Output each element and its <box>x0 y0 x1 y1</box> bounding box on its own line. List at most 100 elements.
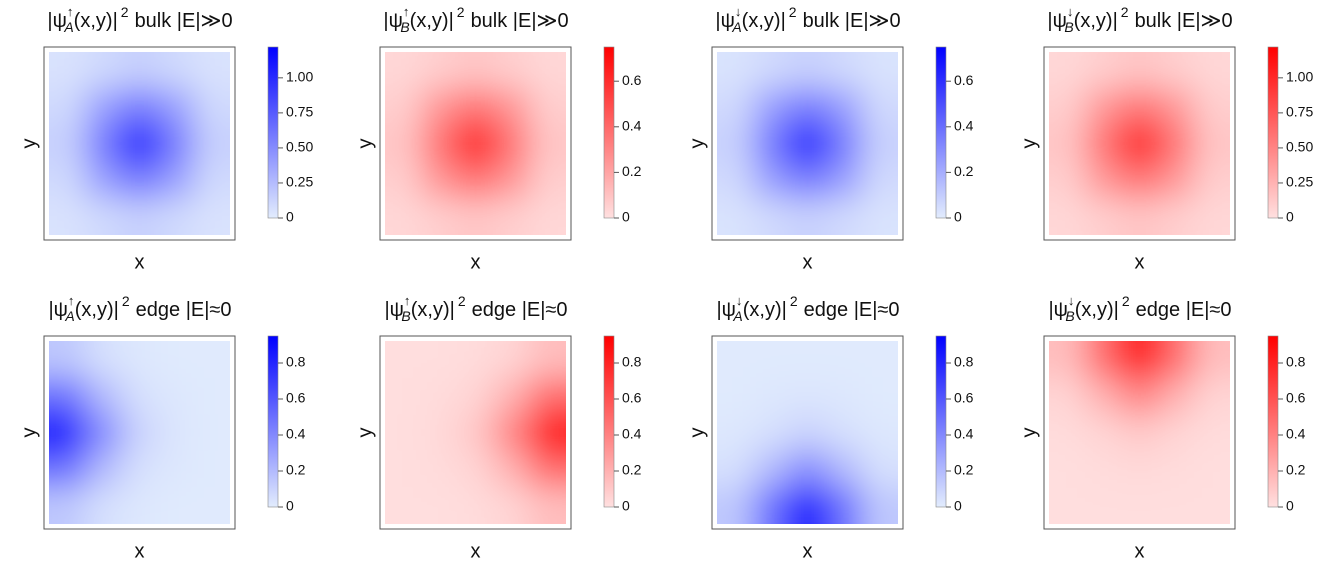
title-part: 2 <box>122 293 130 309</box>
density-cell <box>1085 377 1122 415</box>
density-cell <box>1193 487 1230 524</box>
density-cell <box>193 125 230 163</box>
colorbar-tick-label: 0.75 <box>1286 104 1313 120</box>
plot-frame <box>1043 335 1236 530</box>
density-cell <box>457 487 495 524</box>
density-cell <box>157 450 195 488</box>
y-axis-label: y <box>354 139 376 149</box>
panel-title: |ψ↑ B(x,y)| 2 bulk |E|≫0 <box>383 4 568 35</box>
density-clip <box>49 341 230 524</box>
density-cell <box>861 88 898 126</box>
density-cell <box>717 341 754 379</box>
title-part: |ψ <box>383 10 402 32</box>
density-cell <box>385 125 422 163</box>
density-cell <box>157 487 195 524</box>
density-field <box>1049 52 1230 235</box>
colorbar-tick-label: 0.4 <box>622 118 642 134</box>
density-cell <box>1157 198 1195 235</box>
title-part: |ψ <box>715 10 734 32</box>
density-cell <box>157 52 195 90</box>
density-cell <box>85 161 122 199</box>
density-cell <box>529 88 566 126</box>
density-cell <box>825 125 863 163</box>
density-cell <box>457 377 495 415</box>
density-cell <box>529 450 566 488</box>
density-cell <box>1085 161 1122 199</box>
density-cell <box>1121 377 1159 415</box>
density-cell <box>1121 487 1159 524</box>
colorbar <box>603 46 615 219</box>
density-cell <box>529 161 566 199</box>
title-part: ↑ <box>404 293 411 308</box>
title-part: bulk |E|≫0 <box>1135 10 1233 32</box>
title-part: edge |E|≈0 <box>1136 299 1232 321</box>
density-cell <box>385 341 422 379</box>
title-part: | <box>113 10 118 32</box>
title-part: ↑ <box>67 4 74 19</box>
title-part: B <box>401 308 410 324</box>
title-part: |ψ <box>47 10 66 32</box>
colorbar-tick-label: 0.8 <box>954 354 974 370</box>
density-field <box>717 52 898 235</box>
title-part: (x,y) <box>743 299 782 321</box>
density-cell <box>1193 414 1230 452</box>
colorbar-tick-label: 0.6 <box>1286 390 1306 406</box>
colorbar-tick-label: 0.8 <box>1286 354 1306 370</box>
density-cell <box>385 198 422 235</box>
title-part: |ψ <box>384 299 403 321</box>
density-cell <box>825 487 863 524</box>
colorbar-tick-label: 0.4 <box>286 426 306 442</box>
density-cell <box>789 125 827 163</box>
density-cell <box>1121 341 1159 379</box>
density-cell <box>529 414 566 452</box>
panel: |ψ↑ B(x,y)| 2 bulk |E|≫0 x y 0 0.2 0.4 0.6 <box>354 4 642 274</box>
density-clip <box>385 341 566 524</box>
title-part: ↑ <box>403 4 410 19</box>
title-part: 2 <box>458 293 466 309</box>
density-cell <box>421 198 458 235</box>
density-cell <box>49 161 86 199</box>
density-cell <box>457 198 495 235</box>
density-cell <box>421 377 458 415</box>
density-cell <box>49 198 86 235</box>
x-axis-label: x <box>803 251 813 273</box>
density-cell <box>49 450 86 488</box>
density-cell <box>1085 52 1122 90</box>
title-part: A <box>732 308 742 324</box>
title-part: (x,y) <box>742 10 781 32</box>
density-cell <box>789 161 827 199</box>
density-cell <box>789 450 827 488</box>
density-cell <box>457 341 495 379</box>
density-cell <box>825 414 863 452</box>
density-cell <box>1049 377 1086 415</box>
colorbar <box>935 46 947 219</box>
panel: |ψ↑ B(x,y)| 2 edge |E|≈0 x y 0 0.2 0.4 0.6 0.8 <box>354 293 641 563</box>
density-cell <box>1157 450 1195 488</box>
panel: |ψ↓ B(x,y)| 2 bulk |E|≫0 x y 0 0.25 0.50 0.75 1.00 <box>1018 4 1313 274</box>
density-cell <box>861 52 898 90</box>
density-clip <box>49 52 230 235</box>
density-cell <box>753 52 790 90</box>
density-cell <box>493 161 531 199</box>
density-cell <box>1157 414 1195 452</box>
colorbar-tick-label: 1.00 <box>286 69 313 85</box>
colorbar <box>1267 335 1279 508</box>
density-cell <box>1121 88 1159 126</box>
colorbar <box>1267 46 1279 219</box>
density-cell <box>1085 198 1122 235</box>
density-cell <box>825 450 863 488</box>
density-cell <box>825 377 863 415</box>
colorbar-tick-label: 0.2 <box>622 163 642 179</box>
density-cell <box>1049 487 1086 524</box>
title-part: bulk |E|≫0 <box>803 10 901 32</box>
density-cell <box>861 198 898 235</box>
plot-frame <box>43 46 236 241</box>
colorbar-tick-label: 0 <box>622 209 630 225</box>
density-cell <box>789 88 827 126</box>
density-cell <box>121 377 159 415</box>
colorbar-tick-label: 0 <box>954 209 962 225</box>
density-cell <box>1121 198 1159 235</box>
y-axis-label: y <box>686 428 708 438</box>
title-part: | <box>1113 10 1118 32</box>
colorbar-tick-label: 0.2 <box>1286 462 1306 478</box>
